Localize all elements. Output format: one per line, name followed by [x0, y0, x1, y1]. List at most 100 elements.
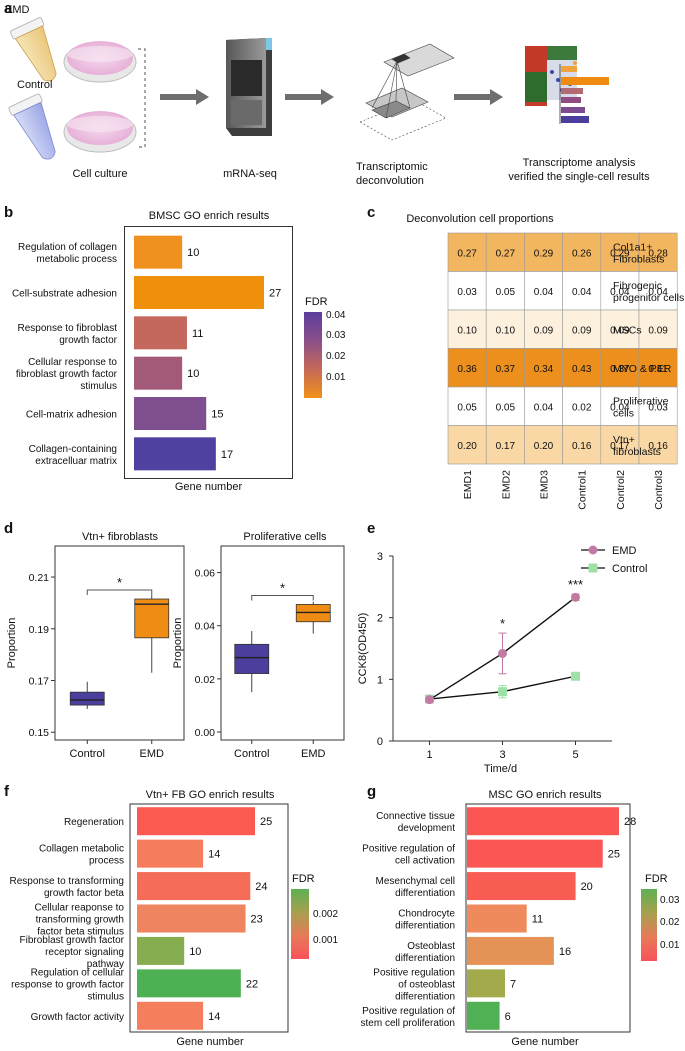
- chart-g-xlabel: Gene number: [511, 1036, 579, 1048]
- category-label: Regulation of cellular: [31, 967, 125, 978]
- bar-value-label: 6: [505, 1011, 511, 1023]
- y-tick-label: 0.15: [29, 727, 50, 739]
- heatmap-value: 0.09: [648, 325, 668, 336]
- chart-g-legend-tick: 0.01: [660, 940, 680, 951]
- chart-f-legend-tick: 0.001: [313, 935, 339, 946]
- bar: [137, 839, 204, 868]
- chart-g-legend-tick: 0.03: [660, 895, 680, 906]
- panel-label-e: e: [367, 520, 376, 537]
- heatmap-cell: [638, 386, 678, 426]
- heatmap-cell: [600, 386, 640, 426]
- legend-marker: [588, 563, 598, 573]
- heatmap-cell: [524, 425, 563, 465]
- heatmap-value: 0.29: [610, 248, 630, 259]
- heatmap-cell: [562, 348, 602, 388]
- legend-label: EMD: [612, 545, 637, 557]
- x-axis-label: Time/d: [484, 763, 517, 775]
- heatmap-column-label: Control1: [577, 470, 589, 510]
- category-label: growth factor: [59, 335, 117, 346]
- heatmap-value: 0.04: [648, 287, 668, 298]
- heatmap-cell: [524, 271, 563, 311]
- bar-value-label: 7: [510, 978, 516, 990]
- heatmap-value: 0.20: [457, 441, 477, 452]
- heatmap-cell: [638, 271, 678, 311]
- bar-value-label: 14: [208, 849, 220, 861]
- heatmap-value: 0.05: [496, 287, 516, 298]
- heatmap-value: 0.04: [534, 402, 554, 413]
- bar-value-label: 11: [192, 328, 203, 340]
- data-point: [425, 695, 434, 705]
- heatmap-cell: [562, 425, 602, 465]
- bar: [137, 872, 251, 901]
- heatmap-cell: [600, 425, 640, 465]
- bar: [467, 936, 554, 965]
- bar: [137, 969, 241, 998]
- panel-label-g: g: [367, 783, 377, 800]
- category-label: stimulus: [80, 381, 117, 392]
- heatmap-cell: [562, 309, 602, 349]
- category-label: Chondrocyte: [398, 909, 455, 920]
- bar-value-label: 22: [246, 978, 258, 990]
- y-tick-label: 0.02: [195, 674, 216, 686]
- step-label-transcriptome-analysis: Transcriptome analysis verified the sing…: [508, 157, 650, 183]
- chart-g-frame: [465, 803, 631, 1033]
- data-point: [571, 592, 580, 602]
- category-label: Collagen-containing: [29, 444, 117, 455]
- heatmap-cell: [524, 348, 563, 388]
- heatmap-value: 0.29: [534, 248, 554, 259]
- heatmap-row-label: cells: [613, 407, 634, 419]
- chart-f-frame: [129, 803, 289, 1033]
- chart-f-legend-title: FDR: [292, 873, 315, 885]
- heatmap-cell: [638, 425, 678, 465]
- category-label: growth factor beta: [44, 888, 124, 899]
- category-label: stem cell proliferation: [361, 1018, 455, 1029]
- category-label: transforming growth: [36, 915, 124, 926]
- bar-value-label: 10: [189, 946, 201, 958]
- chart-g-title: MSC GO enrich results: [488, 789, 602, 801]
- bar-value-label: 10: [187, 247, 199, 259]
- significance-bracket: [251, 594, 314, 601]
- category-label: fibroblast growth factor: [16, 369, 118, 380]
- category-label: factor beta stimulus: [37, 927, 124, 938]
- y-axis-label: Proportion: [6, 618, 18, 669]
- heatmap-value: 0.02: [572, 402, 592, 413]
- bar-value-label: 16: [559, 946, 571, 958]
- heatmap-value: 0.05: [496, 402, 516, 413]
- category-label: Positive regulation: [373, 967, 455, 978]
- step-label-mrna-seq: mRNA-seq: [223, 168, 277, 180]
- y-tick-label: 0.04: [195, 621, 216, 633]
- bar: [467, 872, 576, 901]
- heatmap-cell: [600, 232, 640, 272]
- heatmap-value: 0.41: [648, 364, 668, 375]
- arrow-icon: [160, 89, 209, 105]
- panel-label-d: d: [4, 520, 14, 537]
- bar: [467, 904, 527, 933]
- bar: [134, 316, 187, 350]
- category-label: Regeneration: [64, 817, 124, 828]
- category-label: Mesenchymal cell: [376, 876, 455, 887]
- bar-value-label: 10: [187, 368, 199, 380]
- panel-label-c: c: [367, 204, 376, 221]
- heatmap-value: 0.37: [496, 364, 516, 375]
- chart-f-legend-tick: 0.002: [313, 909, 339, 920]
- category-label: cell activation: [395, 856, 455, 867]
- y-tick-label: 0.19: [29, 624, 50, 636]
- data-point: [498, 648, 507, 658]
- heatmap-column-label: Control2: [615, 470, 627, 510]
- heatmap-row-label: Vtn+: [613, 434, 635, 446]
- chart-b-legend-tick: 0.03: [326, 330, 346, 341]
- heatmap-cell: [447, 386, 487, 426]
- chart-g-legend-colorbar: [641, 889, 657, 961]
- category-label: stimulus: [87, 991, 124, 1002]
- bar-value-label: 20: [581, 881, 593, 893]
- significance-marker: *: [280, 580, 285, 595]
- workflow-diagram: [8, 17, 609, 160]
- significance-marker: *: [117, 575, 122, 590]
- category-label: Positive regulation of: [362, 1006, 455, 1017]
- heatmap-cell: [485, 309, 525, 349]
- sequencer-icon: [226, 38, 272, 136]
- x-tick-label: 1: [426, 749, 432, 761]
